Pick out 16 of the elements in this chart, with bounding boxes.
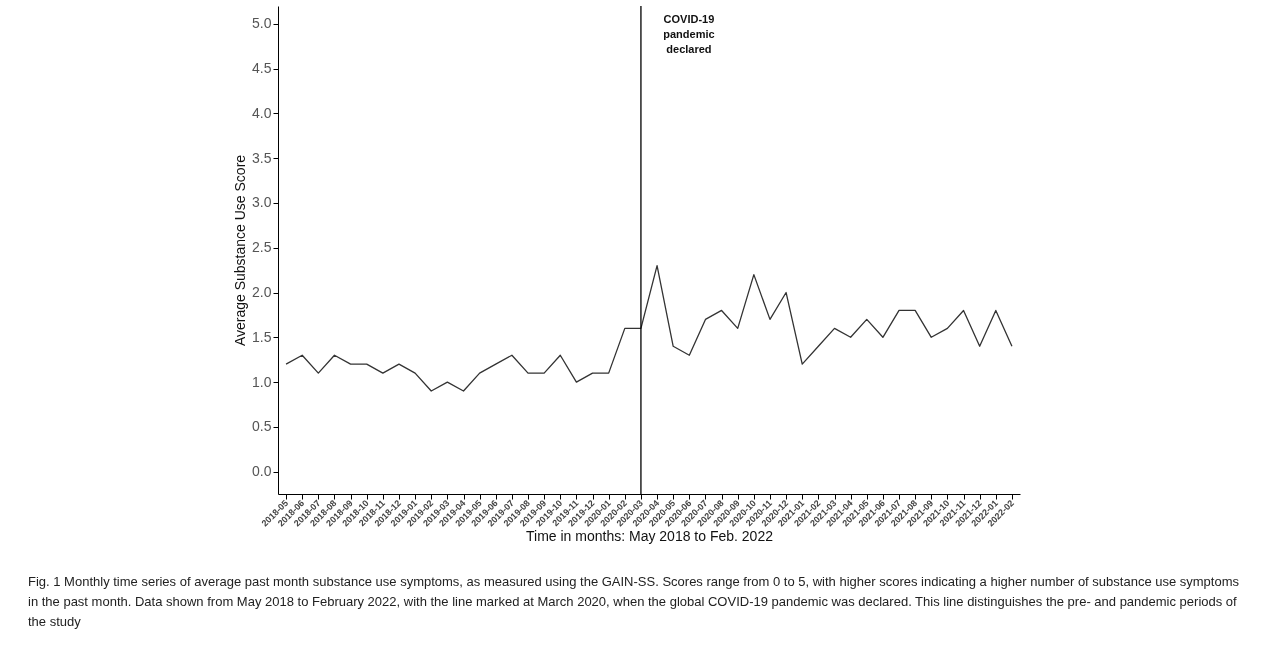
- y-tick-label: 4.5: [252, 60, 272, 77]
- y-tick-label: 1.5: [252, 328, 272, 345]
- y-tick-label: 5.0: [252, 15, 272, 32]
- y-axis-title: Average Substance Use Score: [232, 154, 249, 347]
- y-tick-label: 3.0: [252, 194, 272, 211]
- y-tick-label: 0.5: [252, 418, 272, 435]
- line-series: [285, 265, 1013, 392]
- y-tick-label: 2.0: [252, 284, 272, 301]
- y-tick-label: 3.5: [252, 149, 272, 166]
- ref-line-label: COVID-19 pandemic declared: [663, 13, 715, 55]
- x-axis-title: Time in months: May 2018 to Feb. 2022: [526, 528, 774, 545]
- caption: Fig. 1 Monthly time series of average past month substance use symptoms, as measured using the GAIN-SS. Scores range from 0 to 5, with higher scores indicating a higher number of substance use symptoms in the past month. Data shown from May 2018 to February 2022, with the line marked at March 2020, when the global COVID-19 pandemic was declared. This line distinguishes the pre- and pandemic periods of the study: [28, 573, 1241, 631]
- y-tick-label: 2.5: [252, 239, 272, 256]
- y-tick-label: 1.0: [252, 373, 272, 390]
- y-tick-label: 4.0: [252, 104, 272, 121]
- y-tick-label: 0.0: [252, 463, 272, 480]
